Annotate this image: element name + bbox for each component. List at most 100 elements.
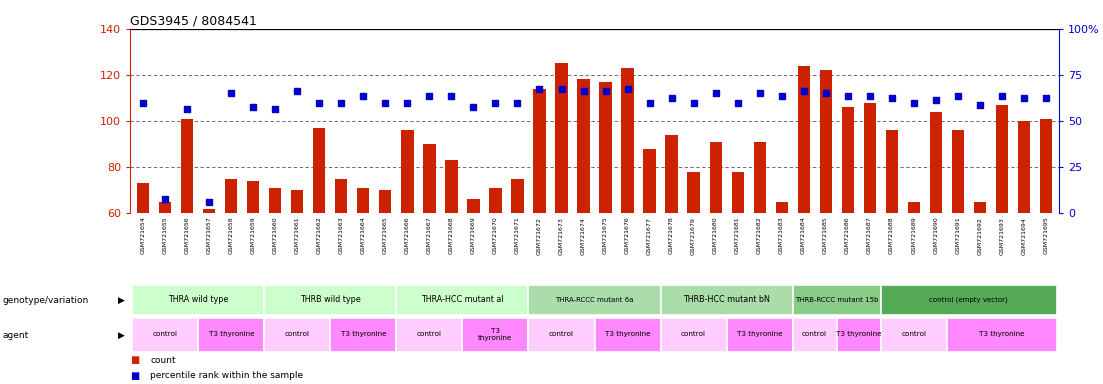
Text: control: control [417, 331, 442, 337]
Bar [528, 318, 595, 352]
Bar [313, 128, 325, 213]
Text: THRA wild type: THRA wild type [168, 295, 228, 305]
Bar [793, 285, 880, 316]
Text: control: control [153, 331, 178, 337]
Text: THRA-HCC mutant al: THRA-HCC mutant al [421, 295, 504, 305]
Text: ▶: ▶ [118, 331, 125, 339]
Text: agent: agent [2, 331, 29, 339]
Text: T3 thyronine: T3 thyronine [978, 331, 1025, 337]
Bar [886, 130, 898, 213]
Text: THRB wild type: THRB wild type [300, 295, 361, 305]
Bar [291, 190, 303, 213]
Bar [946, 318, 1057, 352]
Text: control: control [549, 331, 574, 337]
Text: GSM721687: GSM721687 [867, 217, 872, 255]
Text: GSM721695: GSM721695 [1043, 217, 1048, 255]
Bar [203, 209, 215, 213]
Bar [269, 188, 281, 213]
Bar [490, 188, 502, 213]
Text: GDS3945 / 8084541: GDS3945 / 8084541 [130, 15, 257, 28]
Text: GSM721654: GSM721654 [141, 217, 146, 255]
Text: GSM721683: GSM721683 [779, 217, 784, 255]
Text: GSM721681: GSM721681 [735, 217, 740, 254]
Text: GSM721684: GSM721684 [801, 217, 806, 255]
Text: GSM721671: GSM721671 [515, 217, 520, 255]
Text: GSM721673: GSM721673 [559, 217, 564, 255]
Text: GSM721656: GSM721656 [185, 217, 190, 254]
Text: ■: ■ [130, 356, 139, 366]
Bar [621, 68, 633, 213]
Text: GSM721691: GSM721691 [955, 217, 960, 255]
Text: control: control [901, 331, 927, 337]
Text: GSM721668: GSM721668 [449, 217, 454, 254]
Bar [599, 82, 611, 213]
Text: GSM721677: GSM721677 [647, 217, 652, 255]
Bar [842, 107, 854, 213]
Bar [379, 190, 392, 213]
Text: GSM721674: GSM721674 [581, 217, 586, 255]
Text: GSM721659: GSM721659 [250, 217, 256, 255]
Text: GSM721679: GSM721679 [692, 217, 696, 255]
Text: GSM721660: GSM721660 [272, 217, 278, 254]
Bar [930, 112, 942, 213]
Text: T3 thyronine: T3 thyronine [836, 331, 881, 337]
Bar [836, 318, 880, 352]
Bar [357, 188, 370, 213]
Bar [775, 202, 788, 213]
Bar [401, 130, 414, 213]
Bar [132, 285, 265, 316]
Text: percentile rank within the sample: percentile rank within the sample [150, 371, 303, 380]
Bar [396, 318, 462, 352]
Bar [468, 199, 480, 213]
Bar [880, 318, 946, 352]
Text: ■: ■ [130, 371, 139, 381]
Bar [643, 149, 655, 213]
Bar [512, 179, 524, 213]
Text: GSM721682: GSM721682 [757, 217, 762, 255]
Text: control: control [802, 331, 827, 337]
Text: GSM721694: GSM721694 [1021, 217, 1026, 255]
Bar [556, 63, 568, 213]
Bar [880, 285, 1057, 316]
Text: GSM721678: GSM721678 [670, 217, 674, 255]
Bar [137, 183, 149, 213]
Text: control (empty vector): control (empty vector) [929, 296, 1008, 303]
Bar [132, 318, 199, 352]
Bar [265, 285, 396, 316]
Bar [793, 318, 836, 352]
Bar [446, 160, 458, 213]
Bar [1040, 119, 1052, 213]
Text: GSM721685: GSM721685 [823, 217, 828, 254]
Text: GSM721690: GSM721690 [933, 217, 939, 255]
Text: GSM721672: GSM721672 [537, 217, 542, 255]
Bar [797, 66, 810, 213]
Text: GSM721688: GSM721688 [889, 217, 895, 254]
Text: control: control [681, 331, 706, 337]
Text: GSM721655: GSM721655 [163, 217, 168, 254]
Bar [247, 181, 259, 213]
Bar [974, 202, 986, 213]
Text: GSM721680: GSM721680 [713, 217, 718, 254]
Text: control: control [285, 331, 310, 337]
Bar [661, 318, 727, 352]
Bar [996, 105, 1008, 213]
Text: GSM721686: GSM721686 [845, 217, 850, 254]
Text: T3 thyronine: T3 thyronine [208, 331, 254, 337]
Bar [335, 179, 347, 213]
Bar [687, 172, 699, 213]
Text: GSM721675: GSM721675 [603, 217, 608, 255]
Bar [225, 179, 237, 213]
Bar [265, 318, 331, 352]
Bar [181, 119, 193, 213]
Text: T3
thyronine: T3 thyronine [479, 328, 513, 341]
Text: GSM721661: GSM721661 [295, 217, 300, 254]
Text: THRB-HCC mutant bN: THRB-HCC mutant bN [683, 295, 770, 305]
Bar [665, 135, 677, 213]
Text: GSM721669: GSM721669 [471, 217, 476, 255]
Bar [661, 285, 793, 316]
Text: GSM721693: GSM721693 [999, 217, 1004, 255]
Text: GSM721667: GSM721667 [427, 217, 432, 255]
Text: GSM721658: GSM721658 [229, 217, 234, 254]
Text: T3 thyronine: T3 thyronine [604, 331, 651, 337]
Bar [159, 202, 171, 213]
